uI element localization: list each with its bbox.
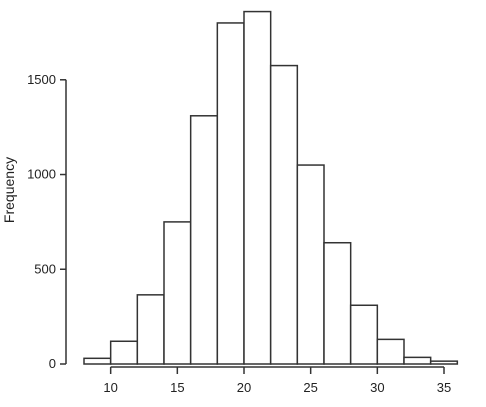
x-tick-label: 15	[170, 380, 184, 395]
x-axis: 10 15 20 25 30 35	[103, 366, 451, 395]
histogram-bar	[349, 304, 379, 365]
x-tick-label: 35	[437, 380, 451, 395]
histogram-bar	[243, 10, 272, 365]
histogram-bar	[189, 115, 219, 365]
x-tick-label: 30	[370, 380, 384, 395]
histogram-bar	[109, 340, 139, 365]
histogram-bar	[376, 338, 405, 365]
histogram-bar	[163, 221, 192, 365]
y-tick-label: 500	[34, 261, 56, 276]
y-tick-label: 0	[49, 356, 56, 371]
histogram-bar	[323, 241, 352, 365]
x-tick-label: 10	[103, 380, 117, 395]
histogram-bar	[216, 22, 245, 365]
x-tick-label: 25	[303, 380, 317, 395]
y-axis: 0 500 1000 1500	[27, 72, 67, 371]
x-tick-label: 20	[237, 380, 251, 395]
y-tick-label: 1500	[27, 72, 56, 87]
histogram-bar	[296, 164, 325, 365]
y-axis-title: Frequency	[1, 157, 17, 223]
histogram-bar	[136, 294, 165, 365]
histogram-bar	[83, 357, 112, 365]
histogram-bars	[83, 10, 459, 365]
y-tick-label: 1000	[27, 167, 56, 182]
histogram-bar	[403, 356, 432, 365]
histogram-bar	[269, 64, 299, 365]
histogram-bar	[429, 360, 459, 365]
